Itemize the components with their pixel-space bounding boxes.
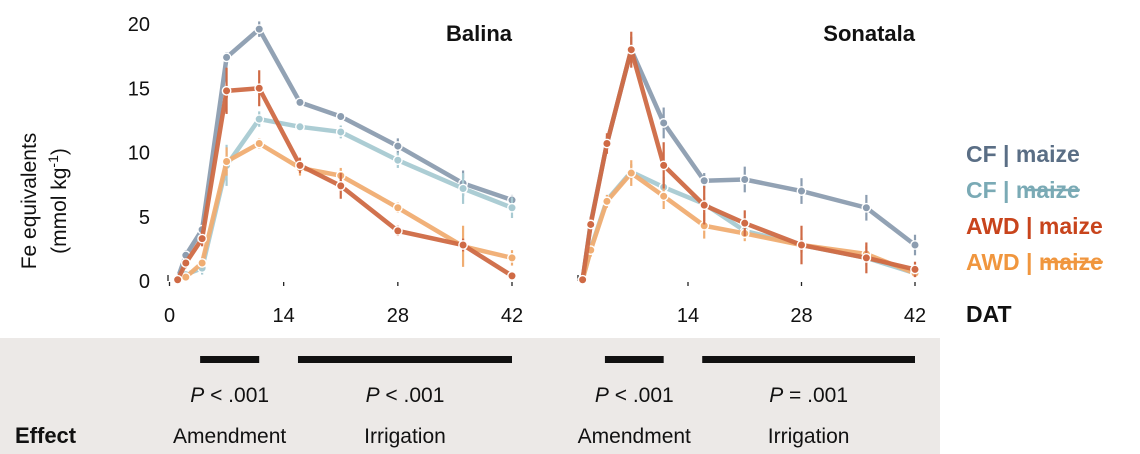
x-tick-label: 14 xyxy=(273,305,295,327)
significance-bars: P < .001 Amendment P < .001 Irrigation P < .… xyxy=(173,356,915,448)
significance-bar xyxy=(297,356,512,363)
data-point xyxy=(796,186,807,196)
significance-bar xyxy=(200,356,260,363)
data-point xyxy=(180,272,191,283)
series-line-AWD_maize xyxy=(175,86,514,281)
data-point xyxy=(602,138,612,149)
effect-name-label: Amendment xyxy=(173,425,286,448)
data-point xyxy=(507,270,517,281)
x-axis-label: DAT xyxy=(966,301,1012,327)
series-layer xyxy=(172,21,920,285)
series-line-CF_maize xyxy=(580,47,917,281)
p-value-label: P < .001 xyxy=(190,384,269,407)
data-point xyxy=(197,258,208,268)
y-tick-label: 15 xyxy=(128,78,150,100)
data-point xyxy=(335,127,346,137)
data-point xyxy=(221,52,232,63)
effect-name-label: Amendment xyxy=(578,425,691,448)
data-point xyxy=(180,258,191,268)
data-point xyxy=(796,240,807,250)
effect-name-label: Irrigation xyxy=(364,425,446,448)
data-point xyxy=(699,175,710,186)
x-tick-label: 42 xyxy=(501,305,523,327)
data-point xyxy=(626,44,637,55)
data-point xyxy=(392,225,403,236)
p-value-label: P = .001 xyxy=(769,384,848,407)
data-point xyxy=(910,264,920,275)
p-value-label: P < .001 xyxy=(366,384,445,407)
significance-bar xyxy=(604,356,664,363)
x-tick-label: 14 xyxy=(677,305,699,327)
data-point xyxy=(295,97,305,108)
data-point xyxy=(254,138,265,149)
data-point xyxy=(392,155,403,166)
y-axis-title: Fe equivalents xyxy=(18,133,41,270)
data-point xyxy=(254,24,265,35)
y-tick-label: 10 xyxy=(128,143,150,165)
data-point xyxy=(221,85,232,96)
series-line-AWD_maize xyxy=(580,47,916,281)
y-tick-label: 0 xyxy=(139,271,150,293)
series-line-AWD_nomaize xyxy=(176,141,513,282)
data-point xyxy=(254,114,265,124)
p-value-label: P < .001 xyxy=(595,384,674,407)
data-point xyxy=(861,252,872,263)
data-point xyxy=(458,240,468,250)
data-point xyxy=(392,141,403,151)
y-axis-label: Fe equivalents (mmol kg-1) xyxy=(18,133,71,270)
effect-label: Effect xyxy=(15,423,77,448)
panel-title: Sonatala xyxy=(823,21,915,46)
data-point xyxy=(335,181,346,191)
data-point xyxy=(295,121,305,132)
data-point xyxy=(507,252,517,263)
data-point xyxy=(577,274,588,285)
x-tick-label: 0 xyxy=(164,305,175,327)
y-tick-label: 5 xyxy=(139,207,150,229)
y-axis-unit: (mmol kg-1) xyxy=(45,148,71,254)
axes: 0 5 10 15 20 0 14 28 42 Balina 14 28 42 Sonatala xyxy=(128,14,926,327)
data-point xyxy=(658,160,669,171)
legend-item-AWD_maize[interactable]: AWD | maize xyxy=(966,213,1103,239)
data-point xyxy=(335,111,346,122)
data-point xyxy=(658,191,669,202)
data-point xyxy=(295,160,305,171)
legend-item-CF_maize[interactable]: CF | maize xyxy=(966,141,1080,167)
significance-bar xyxy=(702,356,915,363)
data-point xyxy=(458,183,468,194)
data-point xyxy=(626,168,637,178)
data-point xyxy=(254,83,265,94)
data-point xyxy=(602,196,612,207)
data-point xyxy=(392,202,403,213)
effect-name-label: Irrigation xyxy=(768,425,850,448)
x-tick-label: 28 xyxy=(790,305,812,327)
x-tick-label: 42 xyxy=(904,305,926,327)
data-point xyxy=(197,233,208,244)
data-point xyxy=(658,118,669,128)
data-point xyxy=(739,174,750,185)
data-point xyxy=(172,274,183,285)
series-line-CF_nomaize xyxy=(176,116,513,282)
data-point xyxy=(221,156,232,167)
data-point xyxy=(507,202,517,213)
data-point xyxy=(699,200,710,211)
y-tick-label: 20 xyxy=(128,14,150,36)
data-point xyxy=(585,219,596,230)
panel-title: Balina xyxy=(446,21,513,46)
data-point xyxy=(739,218,750,229)
data-point xyxy=(861,202,872,213)
series-line-CF_maize xyxy=(175,26,513,280)
x-tick-label: 28 xyxy=(387,305,409,327)
data-point xyxy=(910,240,920,250)
